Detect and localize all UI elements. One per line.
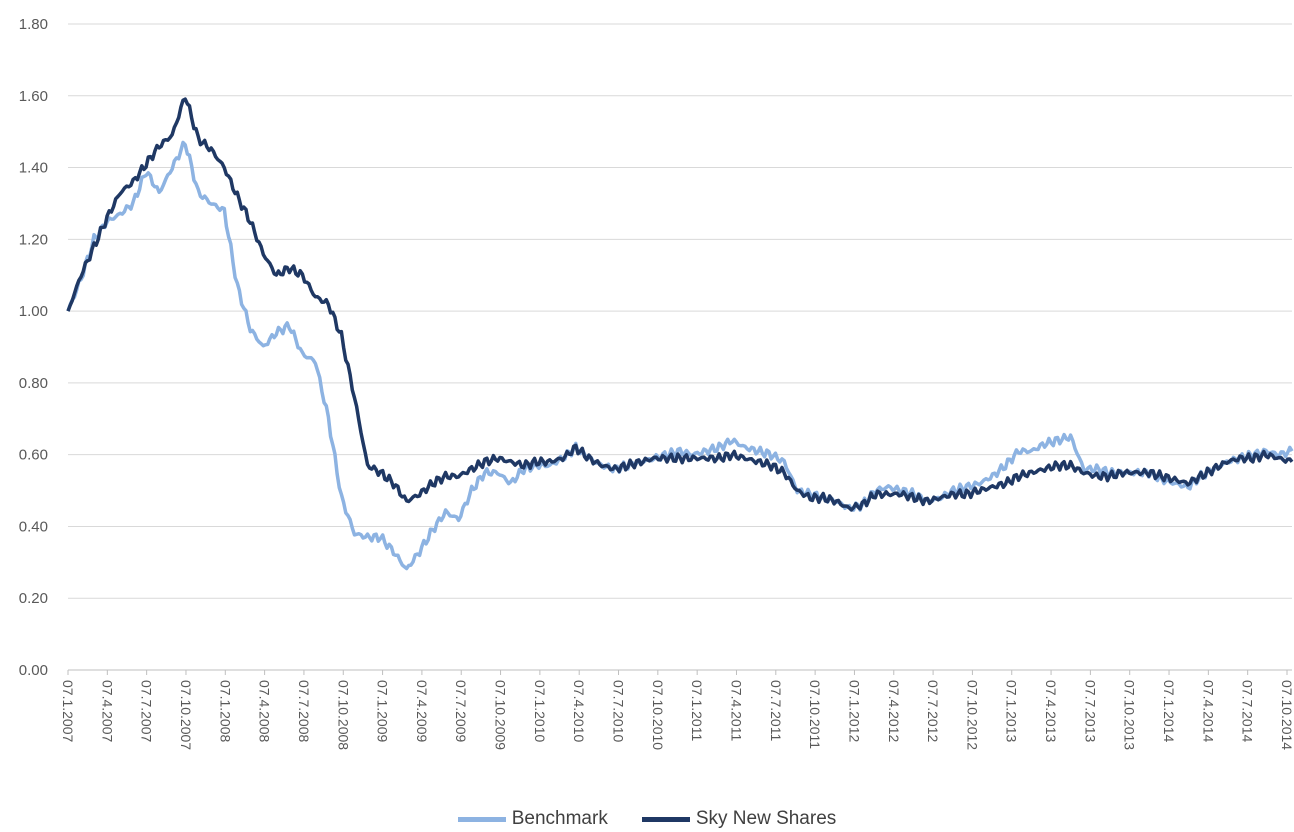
x-tick-label: 07.10.2014 (1279, 680, 1294, 750)
x-tick-label: 07.10.2009 (493, 680, 509, 750)
x-tick-label: 07.10.2007 (178, 680, 194, 750)
x-tick-label: 07.1.2012 (846, 680, 862, 742)
x-tick-label: 07.7.2012 (925, 680, 941, 742)
y-tick-label: 0.00 (19, 662, 48, 679)
x-tick-label: 07.1.2013 (1004, 680, 1020, 742)
x-tick-label: 07.1.2008 (217, 680, 233, 742)
legend-swatch-sky-new-shares (641, 816, 690, 822)
legend: Benchmark Sky New Shares (0, 806, 1294, 832)
x-tick-label: 07.7.2009 (453, 680, 469, 742)
x-tick-label: 07.7.2014 (1240, 680, 1256, 742)
y-axis: 0.00 0.20 0.40 0.60 0.80 1.00 1.20 1.40 1.60 1.80 (19, 16, 48, 679)
x-tick-label: 07.1.2009 (375, 680, 391, 742)
x-tick-label: 07.1.2010 (532, 680, 548, 742)
y-tick-label: 0.40 (19, 518, 48, 535)
x-tick-label: 07.4.2012 (886, 680, 902, 742)
x-tick-label: 07.4.2008 (257, 680, 273, 742)
x-tick-label: 07.4.2011 (728, 680, 744, 741)
x-tick-label: 07.1.2007 (60, 680, 76, 742)
y-tick-label: 1.60 (19, 88, 48, 105)
legend-item-sky-new-shares: Sky New Shares (641, 808, 837, 830)
x-tick-label: 07.4.2010 (571, 680, 587, 742)
x-tick-label: 07.4.2014 (1200, 680, 1216, 742)
line-chart: 0.00 0.20 0.40 0.60 0.80 1.00 1.20 1.40 1.60 1.80… (19, 16, 1294, 750)
x-tick-label: 07.7.2010 (611, 680, 627, 742)
x-tick-label: 07.10.2011 (807, 680, 823, 749)
legend-label-sky-new-shares: Sky New Shares (695, 808, 837, 829)
y-tick-label: 0.80 (19, 375, 48, 392)
gridlines (68, 23, 1292, 671)
x-tick-label: 07.1.2011 (689, 680, 705, 741)
x-axis: 07.1.2007 07.4.2007 07.7.2007 07.10.2007 07.… (60, 670, 1294, 750)
x-tick-label: 07.7.2008 (296, 680, 312, 742)
y-tick-label: 1.00 (19, 303, 48, 320)
x-tick-label: 07.10.2008 (335, 680, 351, 750)
y-tick-label: 0.20 (19, 590, 48, 607)
x-tick-label: 07.10.2010 (650, 680, 666, 750)
x-tick-label: 07.7.2011 (768, 680, 784, 741)
x-tick-label: 07.7.2013 (1082, 680, 1098, 742)
x-tick-label: 07.4.2009 (414, 680, 430, 742)
y-tick-label: 1.20 (19, 231, 48, 248)
series-line-benchmark (66, 140, 1294, 571)
legend-item-benchmark: Benchmark (457, 808, 608, 830)
y-tick-label: 0.60 (19, 447, 48, 464)
series-line-sky-new-shares (66, 97, 1294, 512)
legend-swatch-benchmark (457, 816, 506, 822)
x-tick-label: 07.4.2007 (99, 680, 115, 742)
x-tick-label: 07.10.2012 (964, 680, 980, 750)
x-tick-label: 07.10.2013 (1122, 680, 1138, 750)
x-tick-label: 07.7.2007 (139, 680, 155, 742)
series-lines (66, 97, 1294, 571)
x-tick-label: 07.1.2014 (1161, 680, 1177, 742)
x-tick-label: 07.4.2013 (1043, 680, 1059, 742)
y-tick-label: 1.80 (19, 16, 48, 33)
legend-label-benchmark: Benchmark (511, 808, 608, 829)
y-tick-label: 1.40 (19, 160, 48, 177)
